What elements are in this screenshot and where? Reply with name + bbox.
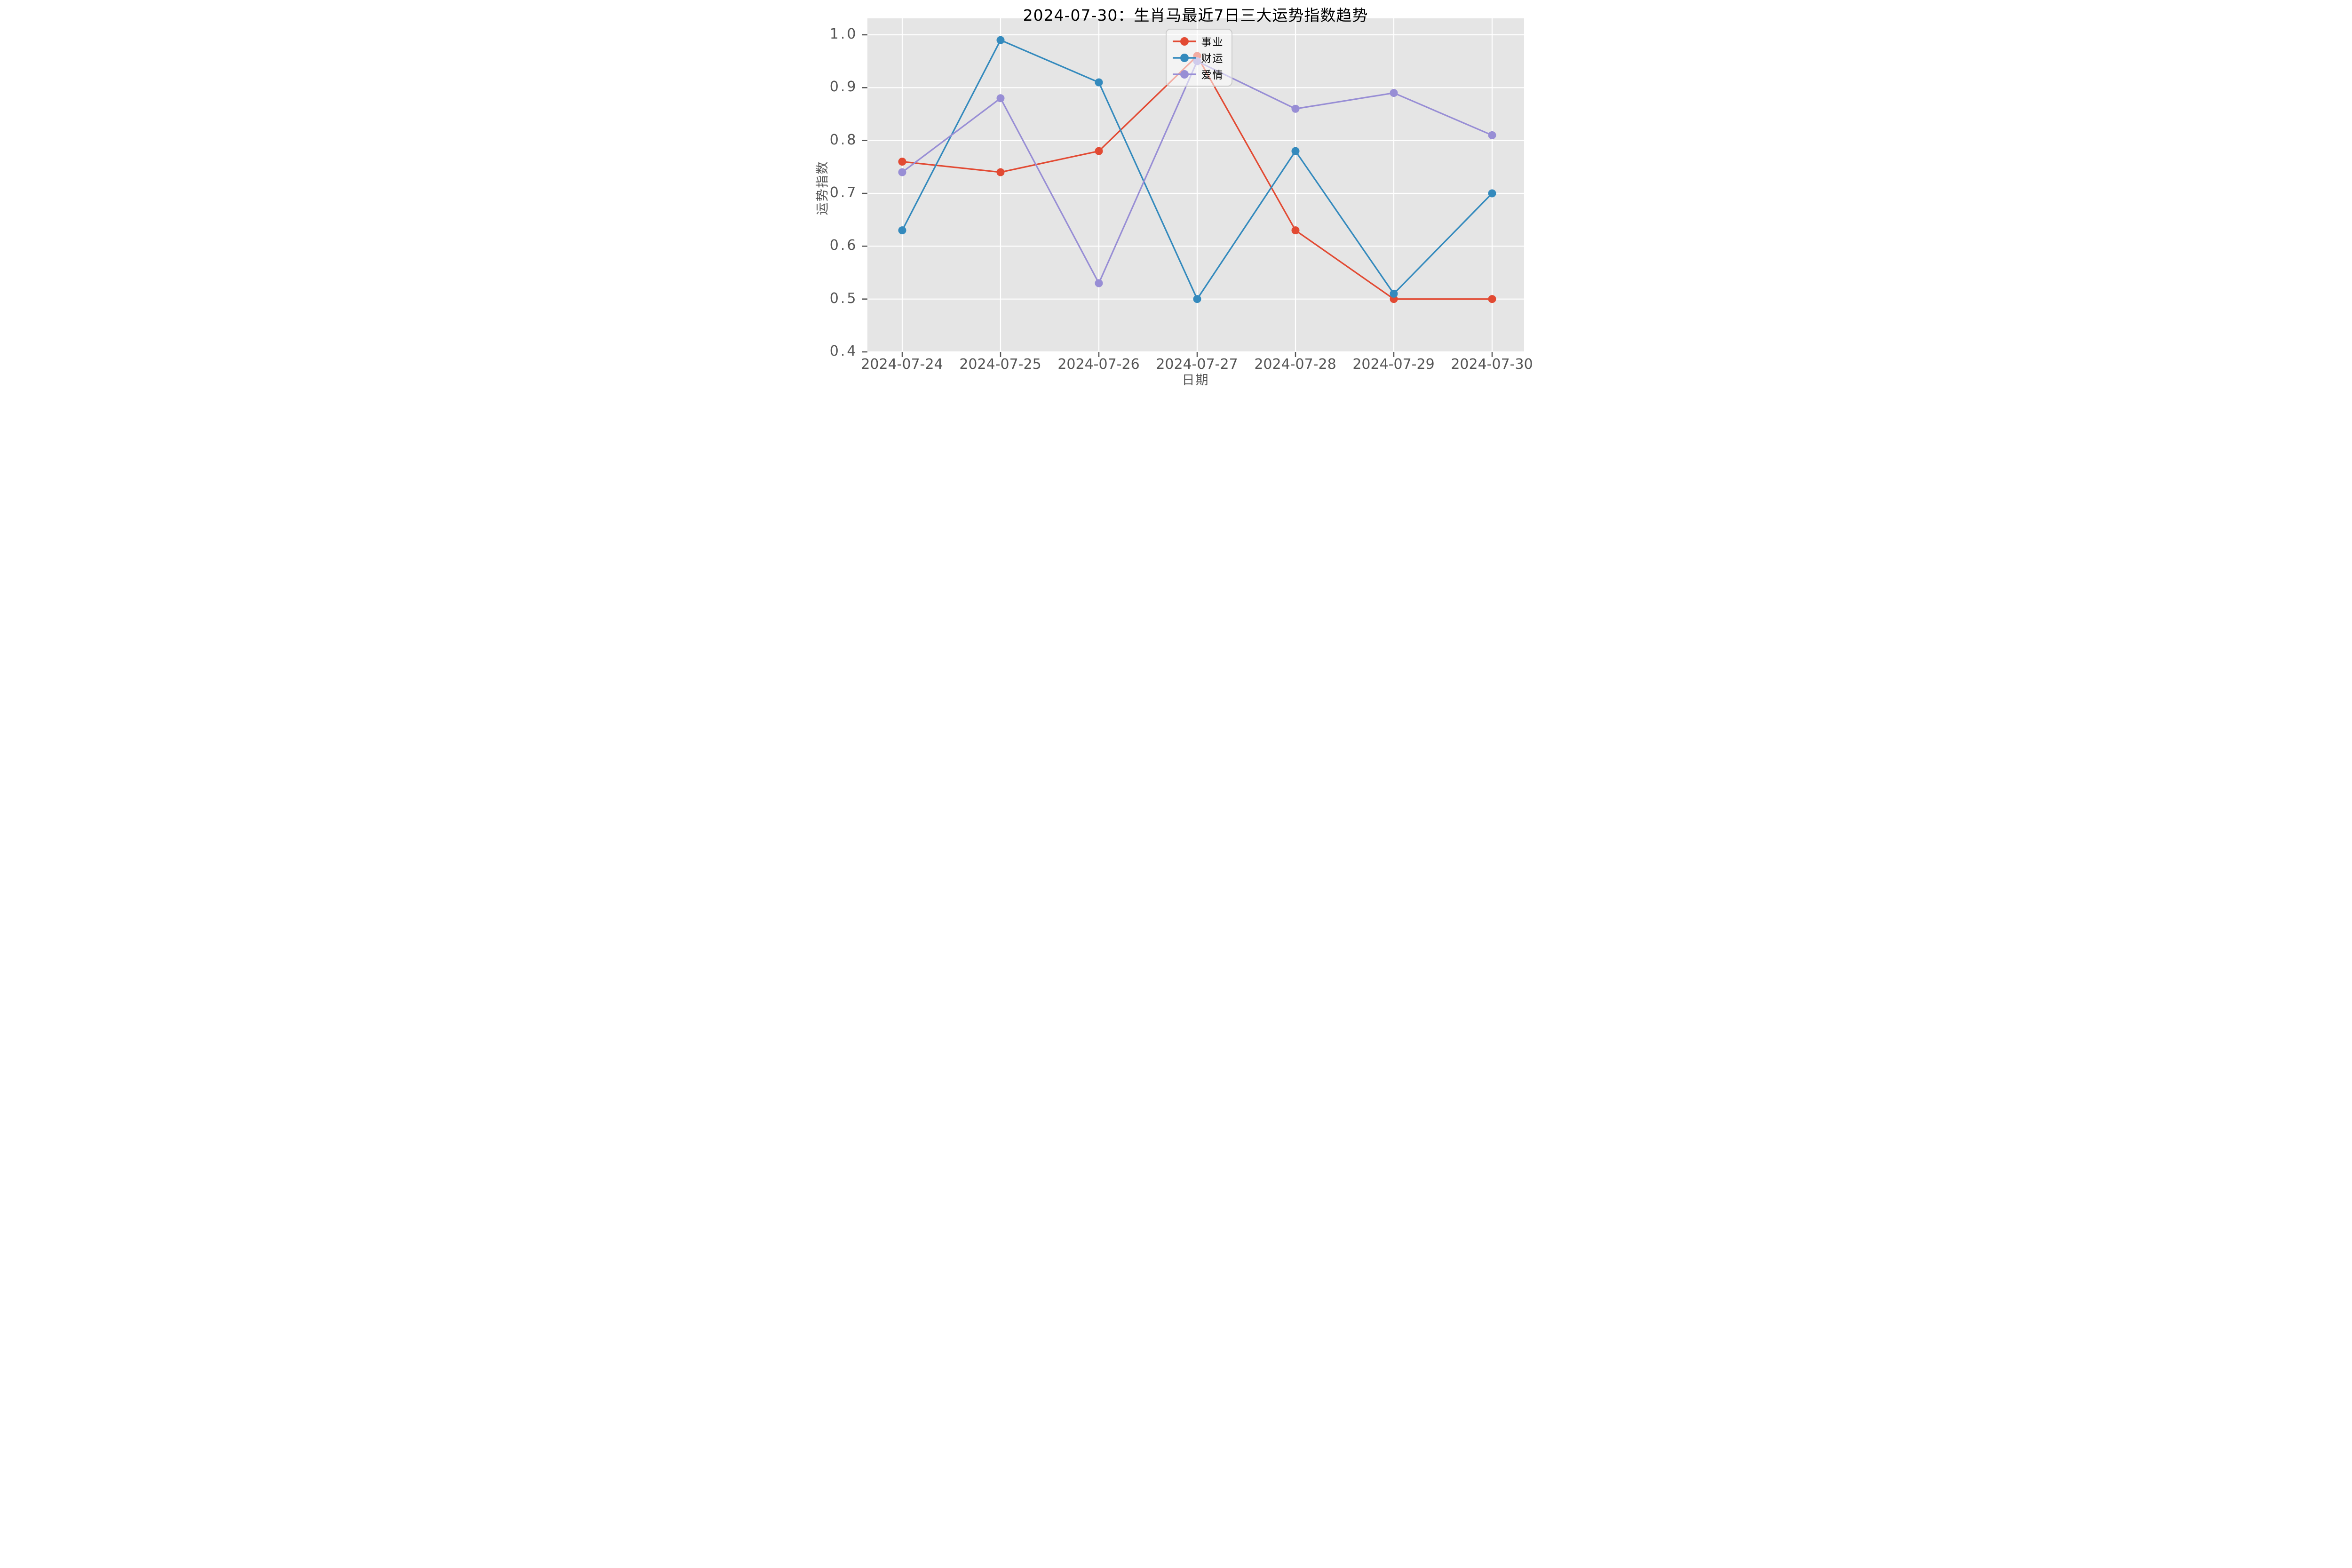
y-tick-label: 0.9 <box>829 79 858 96</box>
y-tick-label: 0.8 <box>829 131 858 148</box>
x-tick-label: 2024-07-26 <box>1057 356 1140 373</box>
data-point-爱情-2024-07-24 <box>898 168 906 176</box>
legend-line-marker-icon <box>1172 70 1196 79</box>
x-axis-label: 日期 <box>1182 373 1209 388</box>
legend-label: 爱情 <box>1201 69 1224 81</box>
x-tick-label: 2024-07-24 <box>861 356 943 373</box>
data-point-事业-2024-07-24 <box>898 158 906 166</box>
legend-line-marker-icon <box>1172 53 1196 62</box>
y-tick-label: 0.5 <box>829 290 858 307</box>
y-tick-label: 1.0 <box>829 26 858 42</box>
data-point-财运-2024-07-24 <box>898 226 906 235</box>
legend-label: 财运 <box>1201 53 1224 65</box>
x-tick-label: 2024-07-28 <box>1254 356 1336 373</box>
chart-title: 2024-07-30：生肖马最近7日三大运势指数趋势 <box>1023 6 1368 24</box>
data-point-事业-2024-07-28 <box>1291 226 1299 235</box>
data-point-财运-2024-07-25 <box>996 36 1004 44</box>
data-point-爱情-2024-07-25 <box>996 94 1004 103</box>
y-tick-label: 0.6 <box>829 237 858 254</box>
x-tick-label: 2024-07-29 <box>1352 356 1435 373</box>
data-point-事业-2024-07-25 <box>996 168 1004 176</box>
legend-item-wealth: 财运 <box>1172 50 1224 65</box>
legend: 事业 财运 爱情 <box>1165 29 1232 87</box>
legend-line-marker-icon <box>1172 37 1196 46</box>
data-point-爱情-2024-07-29 <box>1390 89 1398 97</box>
data-point-财运-2024-07-30 <box>1488 189 1496 198</box>
data-point-事业-2024-07-30 <box>1488 295 1496 303</box>
y-tick-label: 0.4 <box>829 343 858 359</box>
x-tick-label: 2024-07-30 <box>1451 356 1533 373</box>
data-point-财运-2024-07-26 <box>1095 78 1103 87</box>
data-point-爱情-2024-07-30 <box>1488 131 1496 139</box>
data-point-爱情-2024-07-28 <box>1291 104 1299 113</box>
data-point-财运-2024-07-27 <box>1193 295 1201 303</box>
x-tick-label: 2024-07-25 <box>959 356 1041 373</box>
data-point-财运-2024-07-29 <box>1390 289 1398 298</box>
line-chart-figure: 2024-07-30：生肖马最近7日三大运势指数趋势 运势指数 日期 0.4 0.… <box>811 0 1541 392</box>
data-point-爱情-2024-07-26 <box>1095 279 1103 287</box>
legend-item-love: 爱情 <box>1172 67 1224 81</box>
y-tick-label: 0.7 <box>829 184 858 201</box>
legend-label: 事业 <box>1201 36 1224 48</box>
x-tick-label: 2024-07-27 <box>1156 356 1238 373</box>
legend-item-career: 事业 <box>1172 34 1224 48</box>
data-point-事业-2024-07-26 <box>1095 147 1103 155</box>
data-point-财运-2024-07-28 <box>1291 147 1299 155</box>
